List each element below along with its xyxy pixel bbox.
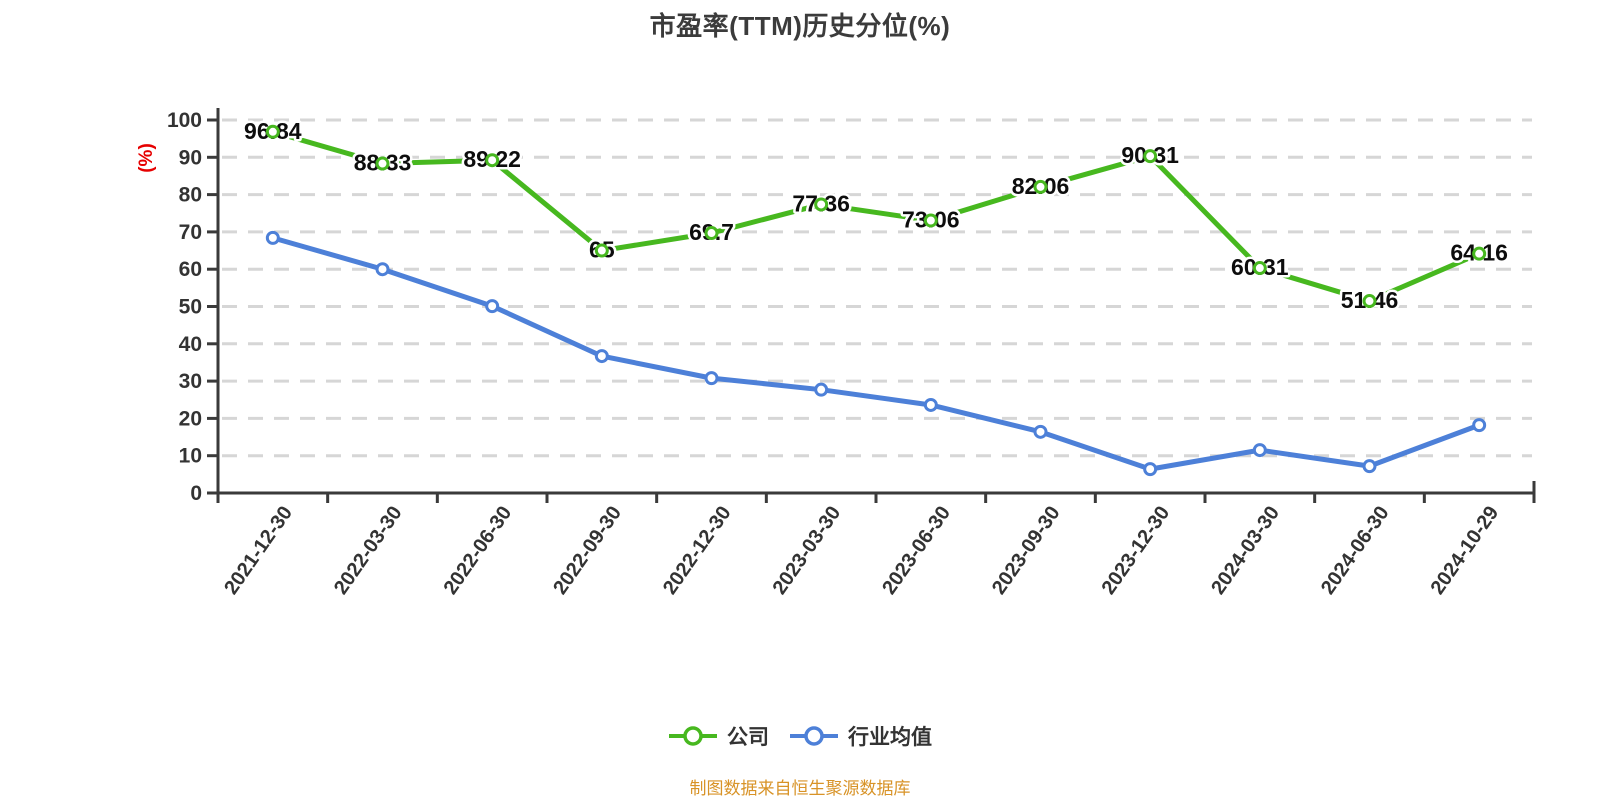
industry-average-data-point[interactable] xyxy=(1252,443,1267,458)
chart-legend: 公司 行业均值 xyxy=(0,716,1600,756)
company-series-marker-icon xyxy=(669,726,717,746)
y-axis-name: (%) xyxy=(136,143,157,173)
y-tick-label: 60 xyxy=(179,258,202,281)
industry-average-data-point[interactable] xyxy=(1143,462,1158,477)
chart-title: 市盈率(TTM)历史分位(%) xyxy=(649,11,951,41)
x-tick-label: 2021-12-30 xyxy=(220,502,297,598)
y-tick-label: 30 xyxy=(179,370,202,393)
y-tick-label: 70 xyxy=(179,221,202,244)
company-data-point[interactable] xyxy=(485,153,500,168)
company-point-label: 90.31 xyxy=(1121,142,1179,168)
industry-series-marker-icon xyxy=(790,726,838,746)
line-chart-plot-area: 0 10 20 30 40 50 60 70 80 90 100 (%) 2021-12-30 2022-… xyxy=(136,108,1536,599)
x-tick-label: 2023-03-30 xyxy=(769,502,846,598)
legend-label-industry-average: 行业均值 xyxy=(848,726,932,749)
legend-item-company[interactable]: 公司 xyxy=(668,721,769,751)
company-data-point[interactable] xyxy=(265,124,280,139)
y-tick-label: 40 xyxy=(179,333,202,356)
y-tick-label: 0 xyxy=(190,482,202,505)
x-tick-label: 2023-09-30 xyxy=(988,502,1065,598)
x-tick-label: 2023-06-30 xyxy=(878,502,955,598)
legend-item-industry-average[interactable]: 行业均值 xyxy=(789,721,932,751)
x-tick-label: 2024-03-30 xyxy=(1207,502,1284,598)
industry-average-data-point[interactable] xyxy=(375,262,390,277)
x-tick-label: 2022-06-30 xyxy=(440,502,517,598)
x-tick-label: 2024-10-29 xyxy=(1427,502,1504,598)
company-data-point[interactable] xyxy=(704,226,719,241)
company-line xyxy=(270,129,1482,304)
company-data-point[interactable] xyxy=(923,213,938,228)
x-tick-label: 2022-09-30 xyxy=(549,502,626,598)
y-tick-label: 20 xyxy=(179,407,202,430)
company-data-point[interactable] xyxy=(814,197,829,212)
y-tick-label: 10 xyxy=(179,445,202,468)
x-tick-label: 2023-12-30 xyxy=(1098,502,1175,598)
y-tick-label: 50 xyxy=(179,296,202,319)
y-tick-label: 100 xyxy=(167,109,202,132)
company-data-point[interactable] xyxy=(594,243,609,258)
industry-average-data-point[interactable] xyxy=(1033,424,1048,439)
data-source-note: 制图数据来自恒生聚源数据库 xyxy=(689,779,911,798)
company-data-point[interactable] xyxy=(1472,246,1487,261)
industry-average-data-point[interactable] xyxy=(485,299,500,314)
x-tick-label: 2024-06-30 xyxy=(1317,502,1394,598)
industry-average-data-point[interactable] xyxy=(1362,459,1377,474)
company-data-point[interactable] xyxy=(375,156,390,171)
industry-average-data-point[interactable] xyxy=(265,230,280,245)
industry-average-data-point[interactable] xyxy=(923,397,938,412)
legend-label-company: 公司 xyxy=(727,726,769,749)
y-tick-label: 90 xyxy=(179,146,202,169)
industry-average-data-point[interactable] xyxy=(814,382,829,397)
company-data-point[interactable] xyxy=(1143,149,1158,164)
company-data-point[interactable] xyxy=(1033,179,1048,194)
x-tick-label: 2022-03-30 xyxy=(330,502,407,598)
industry-average-data-point[interactable] xyxy=(594,349,609,364)
x-tick-label: 2022-12-30 xyxy=(659,502,736,598)
company-data-point[interactable] xyxy=(1362,294,1377,309)
y-tick-label: 80 xyxy=(179,184,202,207)
industry-average-line xyxy=(270,235,1482,472)
industry-average-data-point[interactable] xyxy=(1472,418,1487,433)
company-data-point[interactable] xyxy=(1252,261,1267,276)
industry-average-data-point[interactable] xyxy=(704,371,719,386)
